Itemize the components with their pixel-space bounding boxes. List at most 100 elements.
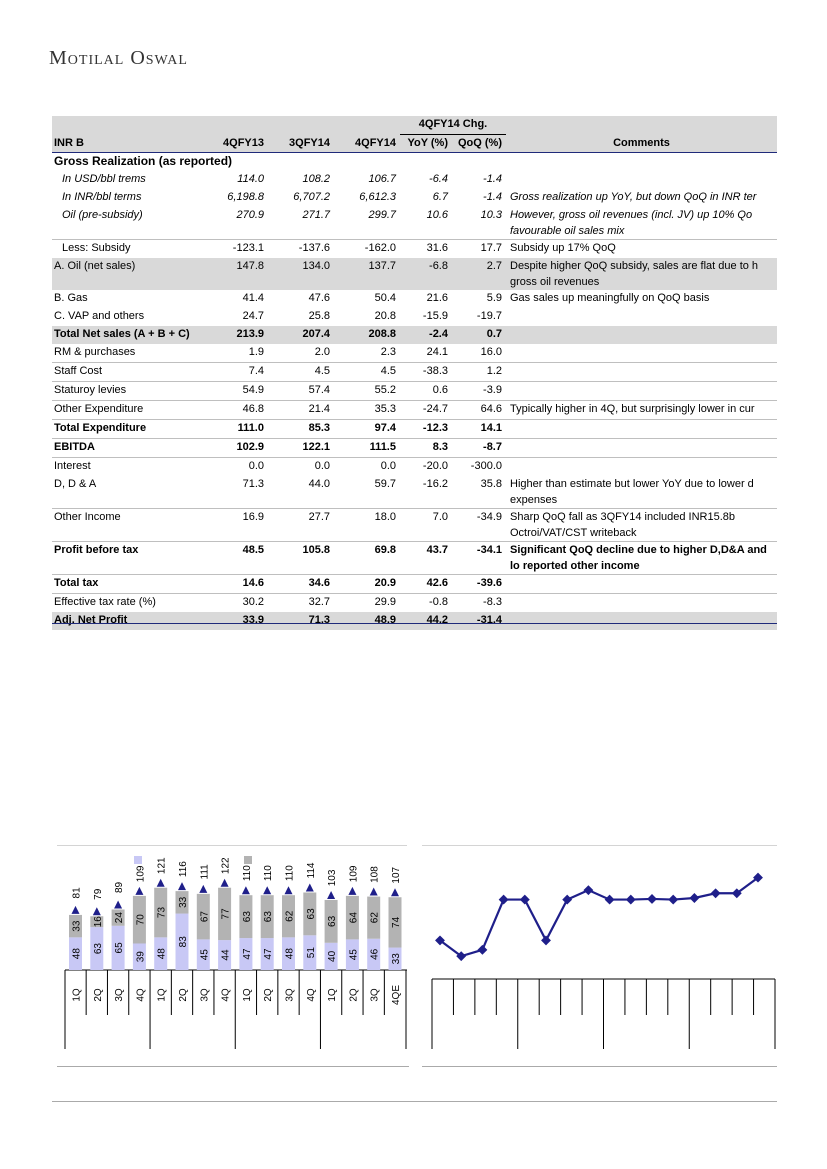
data-label: 63 [263,911,274,923]
data-label: 46 [370,948,381,960]
data-label: 70 [135,914,146,926]
total-marker [391,888,399,897]
row-value: 71.3 [242,478,264,490]
data-label: 110 [242,865,253,881]
row-value: 69.8 [334,541,400,575]
table-row: C. VAP and others 24.7 25.8 20.8 -15.9 -19.7 [52,308,777,326]
data-label: 48 [285,948,296,960]
row-value: 271.7 [302,209,330,221]
data-label: 64 [348,912,359,924]
row-comment [506,381,777,401]
table-row: EBITDA 102.9 122.1 111.5 8.3 -8.7 [52,438,777,458]
section-title: Gross Realization (as reported) [54,154,233,168]
row-value: 48.9 [334,612,400,630]
row-value: 0.7 [452,326,506,344]
company-logo: Motilal Oswal [49,47,188,69]
table-row: Total tax 14.6 34.6 20.9 42.6 -39.6 [52,574,777,594]
row-comment: Gas sales up meaningfully on QoQ basis [510,292,710,304]
x-tick-label: 3Q [285,988,296,1002]
data-label: 48 [157,948,168,960]
row-value: -137.6 [268,239,334,258]
change-group-header: 4QFY14 Chg. [400,116,506,135]
data-label: 63 [306,908,317,920]
bar-segment-2 [154,887,168,938]
x-tick-label: 4Q [135,988,146,1002]
table-row: Less: Subsidy -123.1 -137.6 -162.0 31.6 17.7 S… [52,239,777,258]
bar-segment-1 [239,938,253,970]
data-label: 103 [327,869,338,886]
table-row: Effective tax rate (%) 30.2 32.7 29.9 -0.8 -8… [52,593,777,612]
table-row: Interest 0.0 0.0 0.0 -20.0 -300.0 [52,457,777,476]
table-row: Total Net sales (A + B + C) 213.9 207.4 208… [52,326,777,344]
row-value: 55.2 [334,381,400,401]
header-spacer [506,116,777,135]
row-value: 147.8 [202,258,268,290]
table-row: In INR/bbl terms 6,198.8 6,707.2 6,612.3 6.7… [52,189,777,207]
series-line [439,876,759,958]
footer-rule [52,1101,777,1102]
row-value: -20.0 [400,457,452,476]
data-label: 45 [348,949,359,961]
section-row: Gross Realization (as reported) [52,153,777,172]
table-row: RM & purchases 1.9 2.0 2.3 24.1 16.0 [52,344,777,363]
data-label: 63 [327,915,338,927]
row-value: -0.8 [400,593,452,612]
row-value: 43.7 [400,541,452,575]
row-value: 54.9 [202,381,268,401]
row-value: 1.9 [248,346,264,358]
data-point [625,894,636,905]
data-label: 67 [199,911,210,923]
row-value: 41.4 [242,292,264,304]
data-label: 63 [93,943,104,955]
row-value: -15.9 [422,310,448,322]
row-value: 299.7 [368,209,396,221]
x-tick-label: 3Q [370,988,381,1002]
row-value: 6,198.8 [227,191,264,203]
row-value: 10.6 [426,209,448,221]
x-tick-label: 4Q [306,988,317,1002]
data-point [753,872,763,883]
row-label: EBITDA [52,438,202,458]
row-value: 44.2 [400,612,452,630]
bar-segment-1 [345,939,359,970]
row-value: 122.1 [268,438,334,458]
row-value: 2.3 [380,346,396,358]
row-value: 270.9 [236,209,264,221]
row-value: -1.4 [483,191,502,203]
total-marker [135,886,144,895]
data-label: 111 [199,864,210,880]
row-label: Other Expenditure [52,400,202,420]
x-tick-label: 1Q [327,988,338,1002]
row-comment: Subsidy up 17% QoQ [506,239,777,258]
row-value: 14.1 [452,419,506,439]
row-label: Staturoy levies [52,381,202,401]
column-header: INR B [52,134,202,153]
row-comment [506,419,777,439]
column-header: Comments [506,134,777,153]
row-value: 1.2 [452,362,506,382]
row-label: D, D & A [54,478,97,490]
row-value: 71.3 [268,612,334,630]
data-label: 48 [72,948,83,960]
row-value: 2.0 [314,346,330,358]
total-marker [369,887,378,896]
row-label: Total tax [52,574,202,594]
table-row: In USD/bbl trems 114.0 108.2 106.7 -6.4 -1.4 [52,171,777,189]
total-marker [263,886,272,895]
total-marker [114,900,123,909]
row-value: 25.8 [308,310,330,322]
row-comment [506,344,777,363]
header-spacer [52,116,202,135]
row-value: -8.7 [452,438,506,458]
bar-segment-2 [303,892,317,936]
data-label: 114 [306,862,317,878]
legend-swatch [244,856,252,864]
data-label: 47 [263,948,274,960]
row-value: -123.1 [202,239,268,258]
row-value: 4.5 [334,362,400,382]
bar-segment-2 [324,899,338,943]
bar-segment-1 [218,940,232,970]
row-comment [506,593,777,612]
row-value: 24.7 [242,310,264,322]
bar-segment-1 [282,937,295,970]
